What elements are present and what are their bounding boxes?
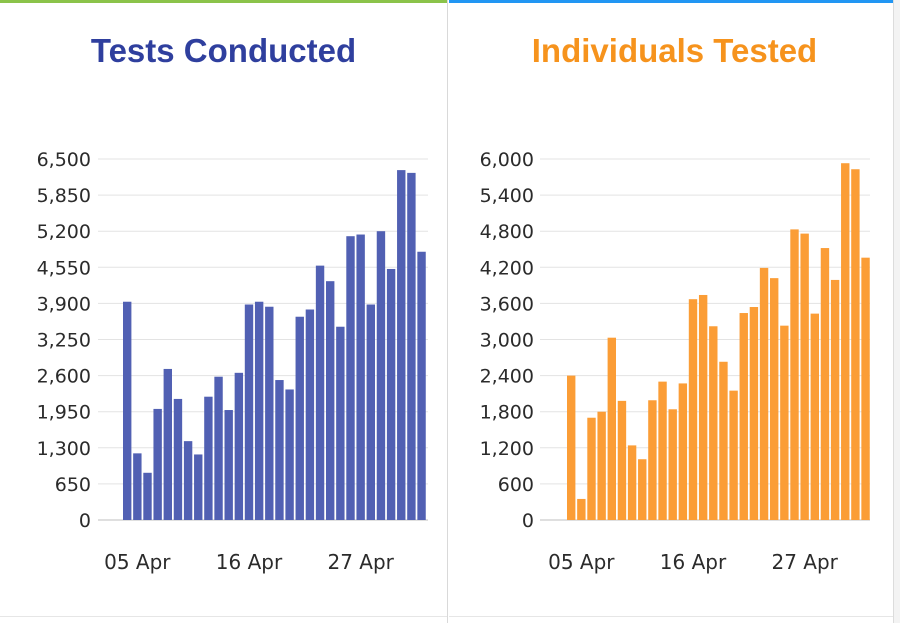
bar xyxy=(830,279,840,520)
bar xyxy=(224,410,233,520)
y-tick-label: 2,600 xyxy=(37,366,91,388)
bar xyxy=(417,251,426,520)
bar xyxy=(688,299,698,520)
bar xyxy=(861,257,870,520)
bar xyxy=(285,389,294,520)
bar xyxy=(770,278,779,520)
bar xyxy=(143,472,152,520)
bar xyxy=(627,445,637,520)
panel-accent-bar xyxy=(0,0,447,3)
x-tick-label: 27 Apr xyxy=(327,550,394,574)
x-tick-label: 16 Apr xyxy=(216,550,283,574)
chart-title: Individuals Tested xyxy=(531,32,818,69)
bar xyxy=(173,398,183,520)
bar xyxy=(204,396,213,520)
bar xyxy=(759,267,769,520)
individuals-tested-chart: 0 600 1,200 1,800 2,400 3,000 3,600 4,200 4,800 5… xyxy=(480,149,870,574)
bar xyxy=(234,372,244,520)
bar xyxy=(153,408,162,520)
bar xyxy=(607,337,616,520)
bar xyxy=(790,229,799,520)
bar xyxy=(709,326,718,520)
x-tick-label: 05 Apr xyxy=(104,550,171,574)
x-tick-label: 05 Apr xyxy=(548,550,615,574)
bar xyxy=(638,459,647,520)
bar xyxy=(336,326,345,520)
bar xyxy=(780,325,789,520)
bar xyxy=(587,417,596,520)
bar xyxy=(123,301,132,520)
bar xyxy=(658,381,667,520)
bar xyxy=(366,304,375,520)
bar xyxy=(183,441,193,520)
y-tick-label: 600 xyxy=(498,474,534,496)
y-tick-label: 1,200 xyxy=(480,438,534,460)
bar xyxy=(668,409,677,520)
bar xyxy=(567,375,576,520)
bar xyxy=(254,301,264,520)
bar xyxy=(214,376,223,520)
bar xyxy=(346,236,355,520)
scrollbar-track[interactable] xyxy=(893,0,900,623)
bar xyxy=(265,306,274,520)
x-tick-label: 16 Apr xyxy=(660,550,727,574)
y-tick-label: 6,000 xyxy=(480,149,534,171)
bar xyxy=(678,383,688,520)
y-tick-label: 3,000 xyxy=(480,330,534,352)
y-tick-label: 1,800 xyxy=(480,402,534,424)
bar xyxy=(315,265,325,520)
bar xyxy=(800,233,809,521)
x-tick-label: 27 Apr xyxy=(771,550,838,574)
bar xyxy=(376,231,386,520)
y-tick-label: 0 xyxy=(522,510,534,532)
bar xyxy=(648,400,657,520)
bar xyxy=(194,454,203,520)
bar xyxy=(617,400,627,520)
y-tick-label: 5,850 xyxy=(37,185,91,207)
tests-conducted-panel: Tests Conducted 0 650 1,300 1,950 2,600 3,250… xyxy=(0,0,448,623)
panel-bottom-divider xyxy=(449,616,900,617)
bar xyxy=(851,169,860,521)
panel-bottom-divider xyxy=(0,616,447,617)
y-tick-label: 5,200 xyxy=(37,221,91,243)
bar xyxy=(386,268,396,520)
bar xyxy=(244,304,254,520)
bar xyxy=(698,294,708,520)
bar xyxy=(163,368,172,520)
bar xyxy=(295,316,304,520)
y-tick-label: 4,800 xyxy=(480,221,534,243)
y-tick-label: 5,400 xyxy=(480,185,534,207)
bar xyxy=(305,309,315,520)
bar xyxy=(749,307,759,520)
bar xyxy=(597,411,606,520)
y-tick-label: 1,950 xyxy=(37,402,91,424)
bar xyxy=(397,170,406,521)
bar xyxy=(739,313,748,520)
panel-accent-bar xyxy=(449,0,900,3)
bar xyxy=(841,163,850,520)
y-tick-label: 650 xyxy=(55,474,91,496)
bar xyxy=(356,234,365,520)
y-tick-label: 3,600 xyxy=(480,293,534,315)
bar xyxy=(326,281,335,520)
bar xyxy=(810,313,819,520)
y-tick-label: 1,300 xyxy=(37,438,91,460)
y-tick-label: 6,500 xyxy=(37,149,91,171)
bar xyxy=(133,453,142,520)
y-tick-label: 0 xyxy=(79,510,91,532)
bar xyxy=(820,248,830,521)
y-tick-label: 2,400 xyxy=(480,366,534,388)
bar xyxy=(719,361,728,520)
bar xyxy=(577,498,586,520)
chart-title: Tests Conducted xyxy=(90,32,357,69)
individuals-tested-panel: Individuals Tested 0 600 1,200 1,800 2,400 3,… xyxy=(449,0,900,623)
bar xyxy=(729,390,738,520)
tests-conducted-chart: 0 650 1,300 1,950 2,600 3,250 3,900 4,550 5,200 5… xyxy=(37,149,428,574)
y-tick-label: 3,900 xyxy=(37,293,91,315)
bar xyxy=(407,172,416,520)
bar xyxy=(275,380,284,520)
y-tick-label: 4,550 xyxy=(37,257,91,279)
y-tick-label: 3,250 xyxy=(37,330,91,352)
y-tick-label: 4,200 xyxy=(480,257,534,279)
